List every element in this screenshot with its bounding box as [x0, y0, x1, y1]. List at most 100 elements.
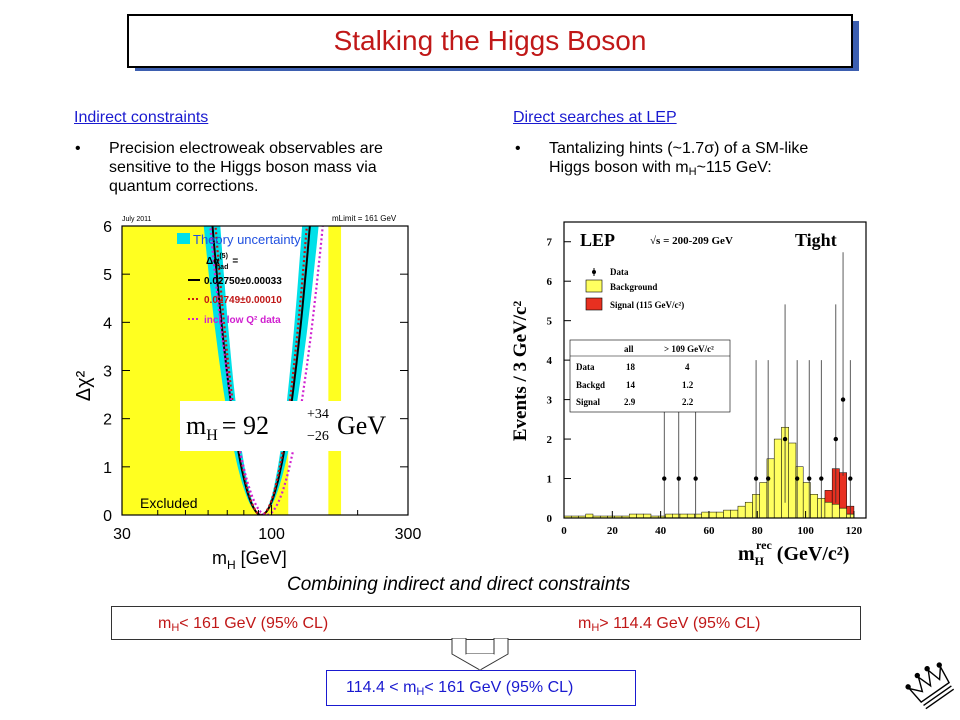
- legend-alpha-label: Δα: [206, 256, 220, 267]
- data-point: [807, 476, 812, 481]
- background-bar: [701, 511, 710, 519]
- background-bar: [708, 511, 717, 519]
- x-tick-label: 0: [561, 525, 567, 537]
- background-bar: [788, 442, 797, 519]
- data-point: [693, 476, 698, 481]
- lep-x-sup: rec: [756, 538, 772, 552]
- data-point: [662, 476, 667, 481]
- lep-table: all > 109 GeV/c² Data 18 4 Backgd 14 1.2…: [569, 339, 731, 413]
- formula-unit: GeV: [337, 411, 386, 440]
- x-tick-label: 100: [797, 525, 814, 537]
- table-cell: 4: [685, 362, 690, 372]
- left-bullet-line1: Precision electroweak observables are: [109, 140, 383, 157]
- legend-bkg-swatch: [585, 279, 603, 293]
- right-bullet-line2: Higgs boson with mH~115 GeV:: [549, 158, 772, 182]
- x-axis-sub: H: [227, 558, 236, 572]
- x-tick-label: 120: [846, 525, 863, 537]
- left-bullet: • Precision electroweak observables are …: [75, 139, 495, 199]
- right-bullet: • Tantalizing hints (~1.7σ) of a SM-like…: [515, 139, 935, 179]
- formula-sub: H: [206, 427, 218, 444]
- formula-m: mH = 92: [186, 411, 269, 444]
- lep-x-axis-title: mHrec (GeV/c²): [738, 538, 849, 568]
- lower-limit-text: > 114.4 GeV (95% CL): [599, 615, 761, 632]
- background-bar: [831, 503, 840, 519]
- x-axis-title: mH [GeV]: [212, 548, 287, 572]
- title-box: Stalking the Higgs Boson: [127, 14, 853, 68]
- bullet-dot: •: [515, 140, 521, 157]
- lep-legend: Data Background Signal (115 GeV/c²): [585, 267, 684, 311]
- y-tick-label: 2: [103, 412, 112, 429]
- series-curve-2: [214, 226, 308, 515]
- table-cell: 14: [626, 380, 636, 390]
- legend-data: Data: [610, 267, 629, 277]
- x-tick-label: 300: [395, 526, 422, 543]
- result-box: [326, 670, 636, 706]
- excluded-region: [328, 226, 342, 515]
- y-tick-label: 4: [103, 315, 112, 332]
- upper-limit-sub: H: [171, 622, 180, 634]
- data-point: [840, 397, 846, 402]
- y-tick-label: 1: [547, 474, 553, 486]
- y-tick-label: 6: [547, 276, 553, 288]
- x-tick-label: 20: [607, 525, 619, 537]
- combine-arrow-icon: [451, 638, 509, 671]
- lep-title-left: LEP: [580, 230, 615, 250]
- left-heading[interactable]: Indirect constraints: [74, 109, 209, 126]
- data-point: [833, 436, 838, 442]
- bullet-dot: •: [75, 140, 81, 157]
- y-tick-label: 0: [103, 508, 112, 525]
- data-point: [765, 476, 771, 481]
- legend-entry-1: 0.02750±0.00033: [204, 276, 282, 287]
- combined-result: 114.4 < mH< 161 GeV (95% CL): [346, 679, 573, 698]
- data-point: [794, 476, 800, 481]
- slide-title: Stalking the Higgs Boson: [333, 25, 647, 56]
- formula-eq: = 92: [222, 411, 269, 440]
- lower-limit: mH> 114.4 GeV (95% CL): [578, 615, 760, 634]
- lep-chart: 0 1 2 3 4 5 6 7 0 20 40 60 80 100 120 LEP √s = 200-209…: [500, 206, 900, 576]
- legend-theory-label: Theory uncertainty: [193, 232, 301, 247]
- combining-heading: Combining indirect and direct constraint…: [287, 574, 631, 595]
- chart-header-right: mLimit = 161 GeV: [332, 214, 397, 223]
- background-bar: [715, 511, 724, 519]
- data-point: [819, 476, 824, 481]
- background-bar: [737, 505, 746, 519]
- y-tick-label: 0: [547, 513, 553, 525]
- right-line2-sub: H: [688, 166, 697, 178]
- formula-prefix: m: [186, 411, 206, 440]
- signal-bar: [839, 472, 847, 509]
- crown-logo-icon: [905, 662, 955, 710]
- right-bullet-line1: Tantalizing hints (~1.7σ) of a SM-like: [549, 140, 809, 157]
- lep-x-main: m: [738, 543, 755, 565]
- data-point: [848, 476, 853, 481]
- background-bar: [744, 501, 753, 519]
- upper-limit: mH< 161 GeV (95% CL): [158, 615, 328, 634]
- mass-formula: mH = 92 +34 −26 GeV: [180, 401, 396, 451]
- right-heading[interactable]: Direct searches at LEP: [513, 109, 677, 126]
- table-cell: Backgd: [576, 380, 605, 390]
- y-tick-label: 7: [547, 237, 553, 249]
- y-tick-label: 1: [103, 460, 112, 477]
- signal-bar: [824, 490, 833, 503]
- background-bar: [773, 438, 782, 519]
- lep-x-sub: H: [755, 554, 765, 568]
- y-tick-label: 3: [103, 364, 112, 381]
- table-cell: 18: [626, 362, 636, 372]
- y-tick-label: 6: [103, 219, 112, 236]
- data-point: [782, 436, 788, 442]
- legend-signal-swatch: [585, 297, 603, 311]
- y-tick-label: 3: [547, 395, 553, 407]
- table-header-all: all: [624, 344, 634, 354]
- y-tick-label: 2: [547, 434, 553, 446]
- background-bar: [723, 509, 731, 519]
- x-axis-main: m: [212, 548, 227, 568]
- upper-limit-m: m: [158, 615, 172, 632]
- legend-alpha-sup: (5): [219, 253, 228, 260]
- data-point: [753, 476, 759, 481]
- legend-alpha: Δα(5) had =: [206, 253, 238, 271]
- result-pre: 114.4 < m: [346, 679, 417, 696]
- chart-header-left: July 2011: [122, 216, 152, 223]
- y-tick-label: 5: [103, 267, 112, 284]
- lep-x-unit: (GeV/c²): [772, 543, 850, 565]
- table-cell: Signal: [576, 397, 601, 407]
- background-bar: [759, 482, 768, 519]
